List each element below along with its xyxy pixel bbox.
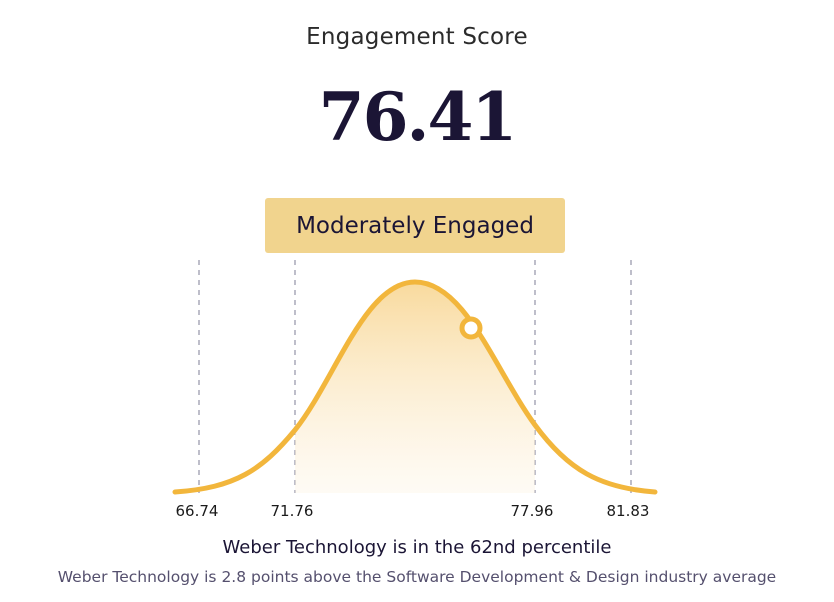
page-title: Engagement Score — [306, 24, 528, 50]
shaded-area — [295, 282, 535, 493]
badge-label: Moderately Engaged — [296, 212, 534, 239]
engagement-category-badge: Moderately Engaged — [265, 198, 565, 253]
distribution-curve — [172, 279, 658, 495]
company-score-marker[interactable] — [459, 316, 483, 340]
engagement-score-value: 76.41 — [318, 78, 518, 156]
x-tick-label: 77.96 — [511, 502, 554, 520]
x-tick-label: 66.74 — [176, 502, 219, 520]
industry-comparison-text: Weber Technology is 2.8 points above the… — [57, 568, 777, 586]
x-tick-label: 71.76 — [271, 502, 314, 520]
x-tick-label: 81.83 — [607, 502, 650, 520]
percentile-text: Weber Technology is in the 62nd percenti… — [222, 537, 612, 558]
